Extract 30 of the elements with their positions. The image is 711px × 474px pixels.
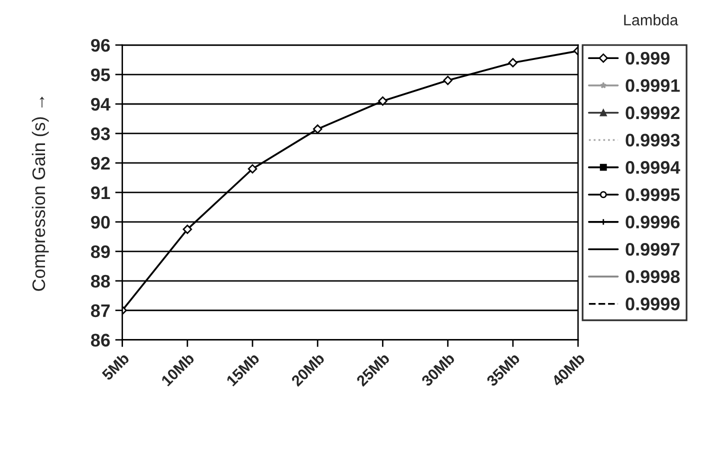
- point: [312, 124, 322, 134]
- x-tick-label: 5Mb: [101, 352, 130, 381]
- y-tick-label: 94: [91, 98, 110, 111]
- legend-label: 0.9996: [626, 216, 680, 228]
- legend-label: 0.9993: [626, 134, 680, 147]
- y-tick-label: 89: [90, 245, 110, 258]
- point: [443, 76, 452, 86]
- legend-label: 0.9997: [626, 242, 680, 256]
- legend-label: 0.9999: [626, 298, 680, 310]
- legend-label: 0.9998: [626, 270, 680, 284]
- legend-label: 0.9992: [626, 106, 680, 120]
- y-tick-label: 95: [91, 68, 110, 82]
- y-tick-label: 87: [90, 304, 110, 318]
- point: [182, 224, 192, 234]
- y-tick-label: 90: [91, 216, 110, 229]
- y-tick-label: 91: [91, 186, 110, 200]
- y-axis-title: Compression Gain (s) →: [32, 96, 49, 291]
- y-tick-label: 96: [91, 38, 110, 52]
- y-tick-label: 93: [91, 127, 110, 140]
- y-tick-label: 86: [90, 334, 110, 347]
- legend-label: 0.9995: [626, 188, 680, 202]
- legend-title: Lambda: [624, 14, 678, 26]
- legend-label: 0.9994: [626, 161, 680, 174]
- legend-label: 0.9991: [626, 79, 680, 92]
- legend-label: 0.999: [626, 52, 670, 65]
- y-tick-label: 88: [90, 274, 110, 288]
- point: [248, 164, 258, 174]
- point: [508, 58, 518, 68]
- point: [378, 96, 388, 106]
- y-tick-label: 92: [91, 156, 110, 170]
